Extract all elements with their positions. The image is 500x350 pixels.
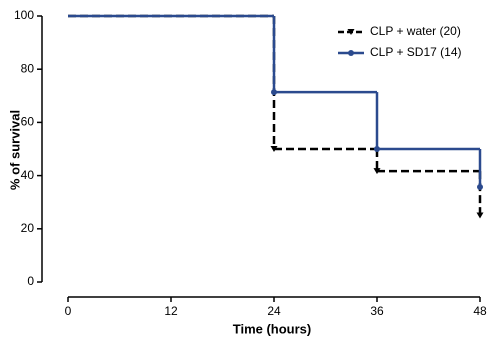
legend-label: CLP + SD17 (14) bbox=[370, 45, 462, 59]
marker bbox=[373, 168, 381, 175]
y-tick-label: 40 bbox=[21, 168, 35, 182]
y-tick-label: 100 bbox=[14, 8, 34, 22]
y-tick-label: 80 bbox=[21, 61, 35, 75]
marker bbox=[271, 89, 277, 96]
x-tick-label: 48 bbox=[473, 304, 487, 318]
legend-marker bbox=[347, 29, 355, 35]
marker bbox=[374, 146, 380, 152]
legend-label: CLP + water (20) bbox=[370, 24, 461, 38]
y-tick-label: 60 bbox=[21, 115, 35, 129]
x-tick-label: 0 bbox=[65, 304, 72, 318]
legend-marker bbox=[348, 50, 354, 56]
marker bbox=[270, 146, 278, 152]
marker bbox=[477, 184, 483, 191]
x-tick-label: 36 bbox=[370, 304, 384, 318]
y-axis-label: % of survival bbox=[7, 110, 22, 190]
y-tick-label: 0 bbox=[27, 274, 34, 288]
x-tick-label: 24 bbox=[267, 304, 281, 318]
marker bbox=[476, 212, 484, 219]
y-tick-label: 20 bbox=[21, 221, 35, 235]
x-axis-label: Time (hours) bbox=[233, 321, 312, 336]
x-tick-label: 12 bbox=[164, 304, 178, 318]
